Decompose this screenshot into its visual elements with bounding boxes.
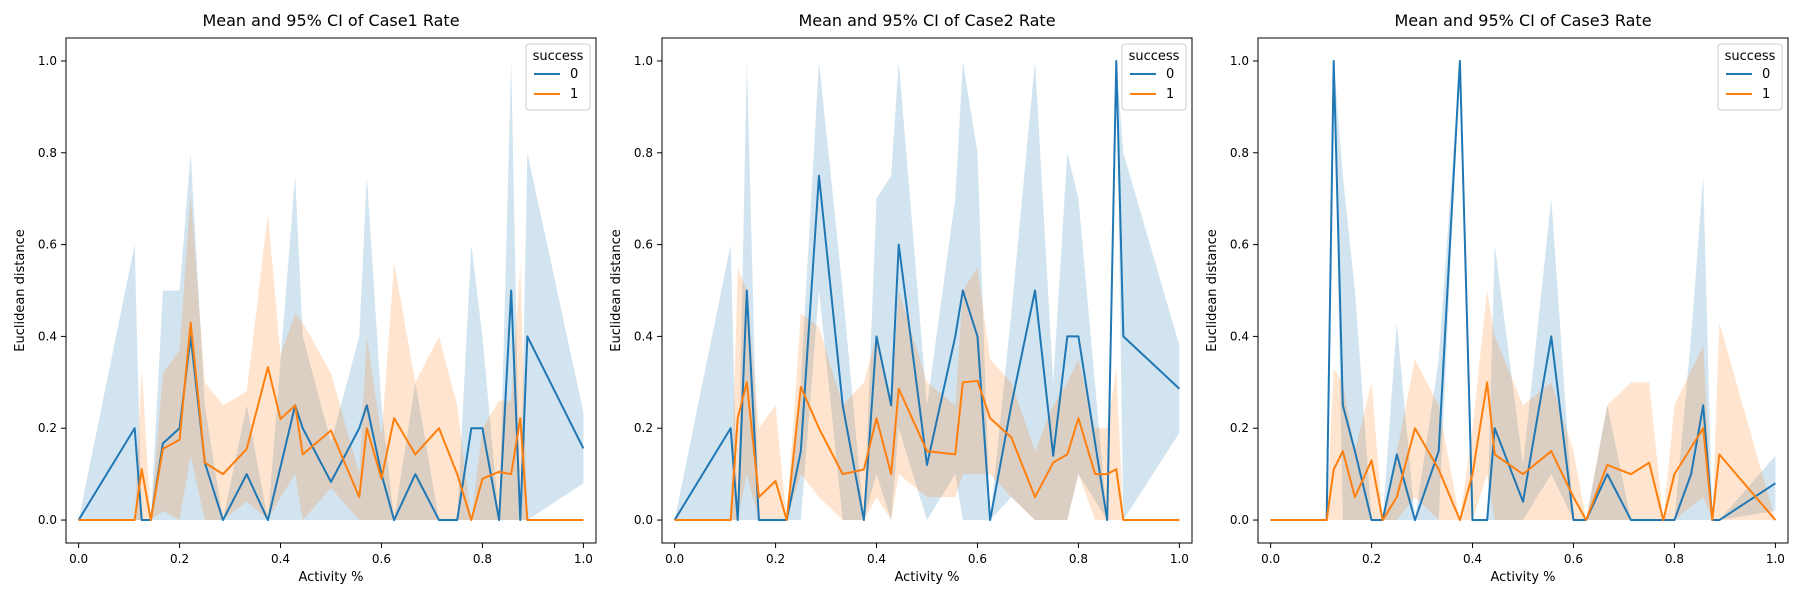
x-tick-label: 0.2 [170, 552, 189, 566]
chart-title: Mean and 95% CI of Case1 Rate [202, 11, 459, 30]
x-axis-label: Activity % [298, 570, 363, 585]
y-tick-label: 0.2 [1230, 421, 1249, 435]
y-tick-label: 0.2 [634, 421, 653, 435]
chart-panel-1: 0.0 0.2 0.4 0.6 0.8 1.0 0.0 0.2 0.4 0.6 0.8 1.0 Mean… [13, 11, 597, 585]
legend-label-1: 1 [1166, 87, 1174, 102]
y-axis-label: Euclidean distance [13, 229, 28, 352]
line-series-1 [78, 321, 584, 522]
y-tick-label: 0.6 [1230, 238, 1249, 252]
legend-label-0: 0 [570, 67, 578, 82]
y-tick-label: 0.4 [1230, 329, 1249, 343]
ci-band-series-0 [78, 60, 584, 521]
x-tick-label: 0.4 [867, 552, 886, 566]
x-tick-label: 0.2 [766, 552, 785, 566]
legend-title: success [1725, 49, 1776, 64]
chart-panel-2: 0.0 0.2 0.4 0.6 0.8 1.0 0.0 0.2 0.4 0.6 0.8 1.0 Mean… [609, 11, 1193, 585]
legend-title: success [1129, 49, 1180, 64]
x-tick-label: 1.0 [1766, 552, 1785, 566]
x-tick-label: 0.6 [372, 552, 391, 566]
legend-label-0: 0 [1762, 67, 1770, 82]
line-series-0 [673, 59, 1181, 522]
x-tick-label: 0.8 [473, 552, 492, 566]
y-tick-label: 0.0 [38, 513, 57, 527]
ci-band-series-0 [674, 60, 1180, 521]
x-tick-label: 0.0 [665, 552, 684, 566]
y-tick-label: 0.0 [634, 513, 653, 527]
x-axis-label: Activity % [1490, 570, 1555, 585]
plot-area [77, 60, 585, 522]
y-tick-label: 0.8 [38, 146, 57, 160]
legend-label-1: 1 [570, 87, 578, 102]
ci-band-series-1 [78, 194, 584, 521]
chart-title: Mean and 95% CI of Case2 Rate [798, 11, 1055, 30]
x-tick-label: 0.6 [968, 552, 987, 566]
y-tick-label: 0.6 [38, 238, 57, 252]
ci-band-series-1 [674, 267, 1180, 521]
x-tick-label: 0.8 [1665, 552, 1684, 566]
x-tick-label: 1.0 [574, 552, 593, 566]
line-series-0 [1270, 59, 1776, 522]
y-tick-label: 0.8 [1230, 146, 1249, 160]
y-axis-label: Euclidean distance [609, 229, 624, 352]
y-tick-label: 0.2 [38, 421, 57, 435]
chart-title: Mean and 95% CI of Case3 Rate [1394, 11, 1651, 30]
y-tick-label: 0.6 [634, 238, 653, 252]
legend: success 0 1 [1717, 43, 1783, 111]
x-tick-label: 1.0 [1170, 552, 1189, 566]
x-tick-label: 0.4 [1463, 552, 1482, 566]
y-tick-label: 0.4 [634, 329, 653, 343]
legend: success 0 1 [1121, 43, 1187, 111]
y-axis-label: Euclidean distance [1205, 229, 1220, 352]
y-tick-label: 1.0 [38, 54, 57, 68]
plot-area [673, 59, 1181, 522]
line-series-0 [77, 289, 585, 522]
legend-title: success [533, 49, 584, 64]
y-tick-label: 0.0 [1230, 513, 1249, 527]
x-axis-label: Activity % [894, 570, 959, 585]
x-tick-label: 0.0 [1261, 552, 1280, 566]
line-series-1 [1270, 381, 1777, 522]
chart-panel-3: 0.0 0.2 0.4 0.6 0.8 1.0 0.0 0.2 0.4 0.6 0.8 1.0 Mean… [1205, 11, 1789, 585]
ci-band-series-0 [1270, 60, 1776, 521]
x-tick-label: 0.0 [69, 552, 88, 566]
y-tick-label: 1.0 [1230, 54, 1249, 68]
line-series-1 [674, 379, 1180, 522]
legend-label-0: 0 [1166, 67, 1174, 82]
x-tick-label: 0.6 [1564, 552, 1583, 566]
y-tick-label: 0.4 [38, 329, 57, 343]
plot-area [1270, 59, 1777, 522]
y-tick-label: 0.8 [634, 146, 653, 160]
x-tick-label: 0.4 [271, 552, 290, 566]
axes-frame [661, 37, 1193, 544]
axes-frame [1257, 37, 1789, 544]
x-tick-label: 0.8 [1069, 552, 1088, 566]
x-tick-label: 0.2 [1362, 552, 1381, 566]
y-tick-label: 1.0 [634, 54, 653, 68]
legend-label-1: 1 [1762, 87, 1770, 102]
legend: success 0 1 [525, 43, 591, 111]
axes-frame [65, 37, 597, 544]
